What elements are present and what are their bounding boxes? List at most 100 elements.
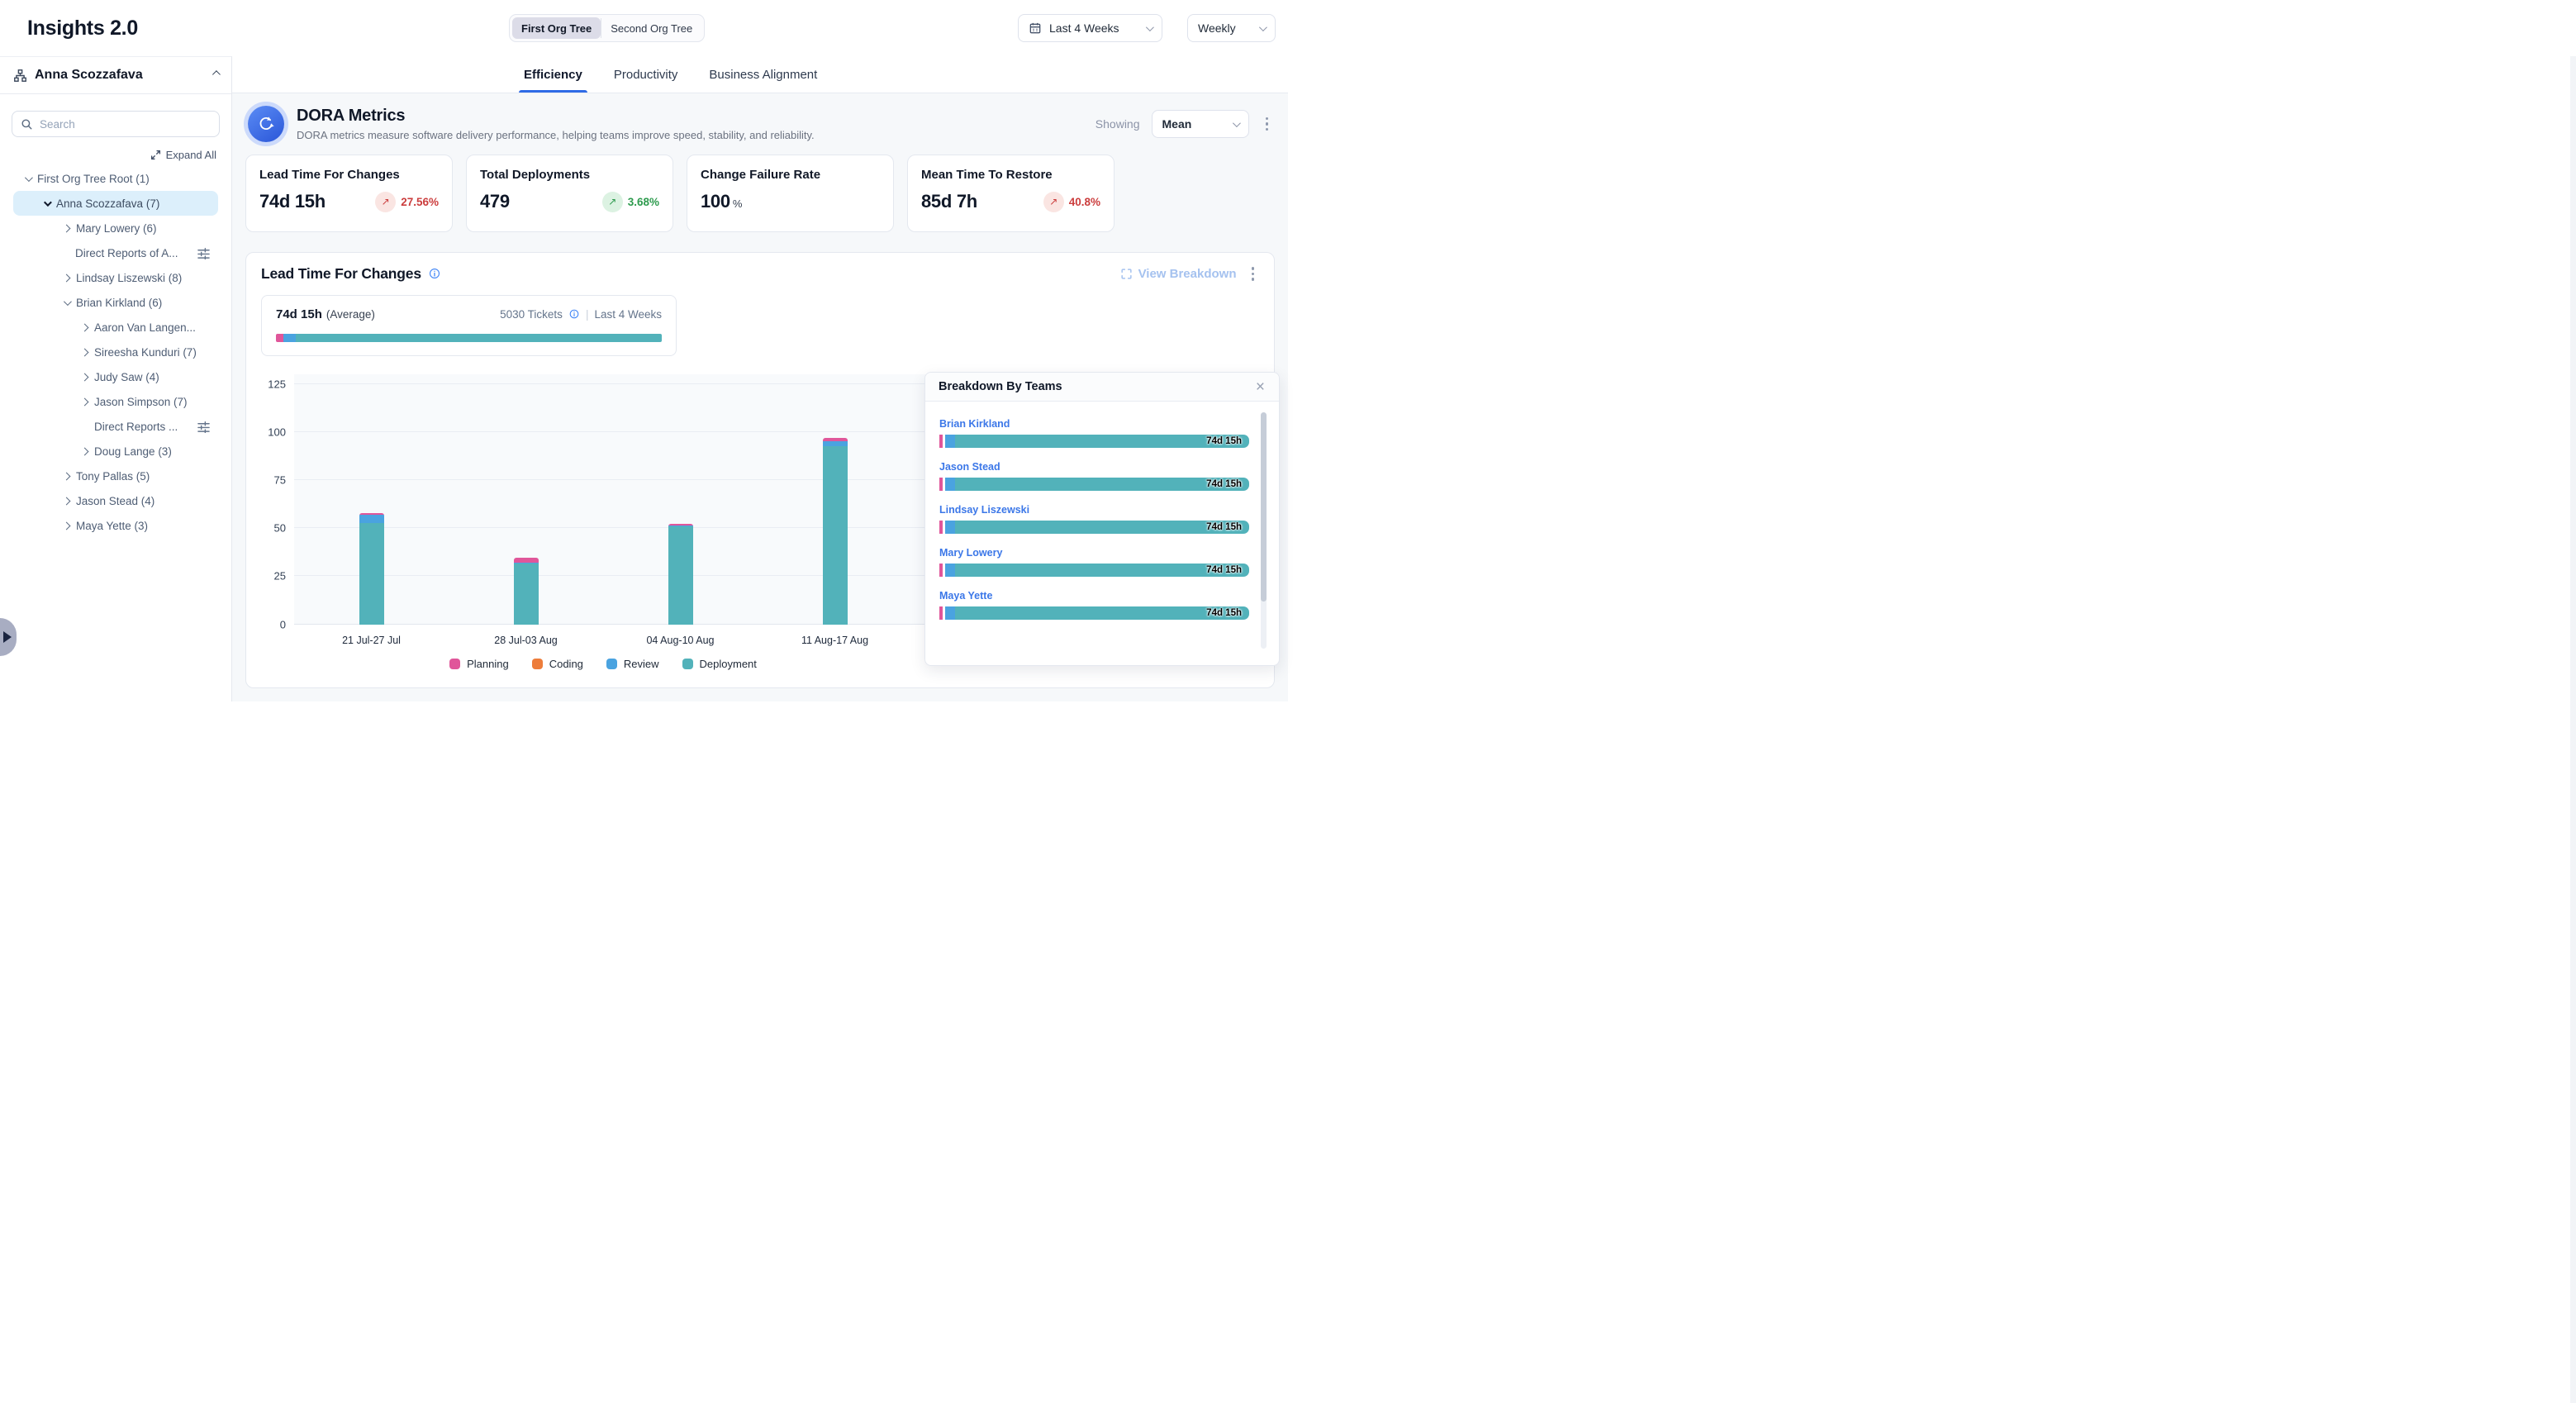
tree-item[interactable]: Doug Lange (3): [0, 439, 231, 464]
legend-swatch: [682, 658, 693, 669]
tab-business-alignment[interactable]: Business Alignment: [709, 56, 817, 93]
bar-segment-deployment: [955, 478, 1249, 491]
date-range-select[interactable]: Last 4 Weeks: [1018, 14, 1162, 42]
lead-time-card: Lead Time For Changes: [245, 252, 1280, 688]
legend-label: Coding: [549, 657, 583, 670]
team-name-link[interactable]: Lindsay Liszewski: [939, 504, 1030, 516]
y-tick-label: 100: [268, 426, 286, 439]
tree-item-label: Jason Simpson (7): [94, 395, 188, 408]
tree-item[interactable]: Jason Simpson (7): [0, 389, 231, 414]
metric-value: 100%: [701, 191, 743, 212]
tree-item[interactable]: Tony Pallas (5): [0, 464, 231, 488]
legend-label: Review: [623, 657, 659, 670]
team-phase-bar: 74d 15h: [939, 521, 1249, 534]
chevron-right-icon[interactable]: [80, 447, 89, 455]
metric-title: Total Deployments: [480, 168, 591, 182]
search-input[interactable]: [40, 117, 211, 131]
tree-item[interactable]: Jason Stead (4): [0, 488, 231, 513]
team-name-link[interactable]: Mary Lowery: [939, 547, 1003, 559]
toggle-first-org-tree[interactable]: First Org Tree: [512, 17, 601, 39]
bar-segment-review: [945, 521, 956, 534]
stacked-bar: [668, 523, 693, 625]
trend-delta: 40.8%: [1068, 195, 1100, 208]
aggregation-value: Mean: [1162, 117, 1192, 131]
expand-all-button[interactable]: Expand All: [0, 149, 216, 161]
aggregation-select[interactable]: Mean: [1151, 110, 1249, 138]
grid-line: [294, 527, 1259, 529]
panel-scrollbar-thumb[interactable]: [1261, 412, 1267, 602]
chevron-down-icon[interactable]: [24, 173, 33, 182]
chevron-right-icon[interactable]: [62, 497, 71, 505]
tree-item[interactable]: Brian Kirkland (6): [0, 290, 231, 315]
bar-segment-review: [945, 606, 956, 620]
tab-efficiency[interactable]: Efficiency: [519, 56, 587, 93]
team-value: 74d 15h: [1206, 436, 1242, 446]
sliders-icon[interactable]: [197, 421, 210, 433]
tree-item-label: Maya Yette (3): [76, 519, 149, 532]
x-tick-label: 21 Jul-27 Jul: [342, 634, 401, 646]
bar-segment-planning: [939, 435, 943, 448]
chevron-right-icon[interactable]: [62, 521, 71, 530]
bar-segment-review: [513, 562, 539, 564]
bar-segment-review: [945, 564, 956, 577]
metric-card: Mean Time To Restore 85d 7h ↗ 40.8%: [907, 155, 1115, 232]
chart-menu-button[interactable]: [1247, 264, 1260, 284]
legend-item-deployment[interactable]: Deployment: [682, 658, 757, 670]
tree-item[interactable]: Aaron Van Langen...: [0, 315, 231, 340]
team-name-link[interactable]: Brian Kirkland: [939, 418, 1010, 430]
tree-item[interactable]: Maya Yette (3): [0, 513, 231, 538]
team-value: 74d 15h: [1206, 565, 1242, 575]
tree-item[interactable]: Mary Lowery (6): [0, 216, 231, 240]
metric-value: 85d 7h: [921, 191, 977, 212]
view-breakdown-button[interactable]: View Breakdown: [1120, 267, 1237, 281]
tree-item[interactable]: Judy Saw (4): [0, 364, 231, 389]
x-tick-label: 28 Jul-03 Aug: [494, 634, 558, 646]
team-name-link[interactable]: Jason Stead: [939, 461, 1000, 473]
toggle-second-org-tree[interactable]: Second Org Tree: [601, 17, 701, 39]
team-value: 74d 15h: [1206, 608, 1242, 618]
chevron-down-icon[interactable]: [63, 297, 72, 306]
legend-item-review[interactable]: Review: [606, 658, 659, 670]
dora-menu-button[interactable]: [1261, 114, 1274, 135]
tree-item-label: Direct Reports ...: [94, 420, 178, 433]
sidebar-collapse-handle[interactable]: [0, 618, 17, 656]
chevron-right-icon[interactable]: [62, 224, 71, 232]
date-range-value: Last 4 Weeks: [1049, 21, 1119, 35]
tree-item-label: First Org Tree Root (1): [37, 172, 150, 185]
bar-segment-review: [822, 441, 848, 447]
bar-segment-review: [359, 514, 384, 524]
legend-item-planning[interactable]: Planning: [449, 658, 509, 670]
tree-item-label: Aaron Van Langen...: [94, 321, 196, 334]
trend-delta: 27.56%: [401, 195, 439, 208]
legend-item-coding[interactable]: Coding: [531, 657, 583, 670]
chevron-down-icon[interactable]: [43, 197, 52, 207]
tree-item[interactable]: Anna Scozzafava (7): [13, 191, 218, 216]
chevron-right-icon[interactable]: [80, 397, 89, 406]
stacked-bar: [359, 512, 384, 625]
tree-item-label: Direct Reports of A...: [75, 246, 178, 259]
x-tick-label: 04 Aug-10 Aug: [646, 634, 715, 646]
tree-item[interactable]: Direct Reports ...: [0, 414, 231, 439]
team-name-link[interactable]: Maya Yette: [939, 590, 993, 602]
chevron-right-icon[interactable]: [62, 273, 71, 282]
chevron-right-icon[interactable]: [62, 472, 71, 480]
bar-segment-deployment: [955, 435, 1249, 448]
tree-item[interactable]: First Org Tree Root (1): [0, 166, 231, 191]
info-icon[interactable]: [568, 308, 580, 320]
tree-item-label: Tony Pallas (5): [76, 469, 150, 483]
sliders-icon[interactable]: [197, 247, 210, 259]
expand-corners-icon: [1120, 268, 1133, 280]
metric-title: Mean Time To Restore: [921, 168, 1053, 182]
tree-item[interactable]: Sireesha Kunduri (7): [0, 340, 231, 364]
granularity-select[interactable]: Weekly: [1187, 14, 1276, 42]
chevron-right-icon[interactable]: [80, 373, 89, 381]
tree-item[interactable]: Lindsay Liszewski (8): [0, 265, 231, 290]
tree-item[interactable]: Direct Reports of A...: [0, 240, 231, 265]
info-icon[interactable]: [428, 267, 441, 280]
chevron-right-icon[interactable]: [80, 323, 89, 331]
sidebar-header[interactable]: Anna Scozzafava: [0, 57, 231, 94]
chevron-right-icon[interactable]: [80, 348, 89, 356]
tab-productivity[interactable]: Productivity: [614, 56, 678, 93]
legend-label: Planning: [467, 657, 509, 670]
close-icon[interactable]: ×: [1255, 378, 1265, 396]
